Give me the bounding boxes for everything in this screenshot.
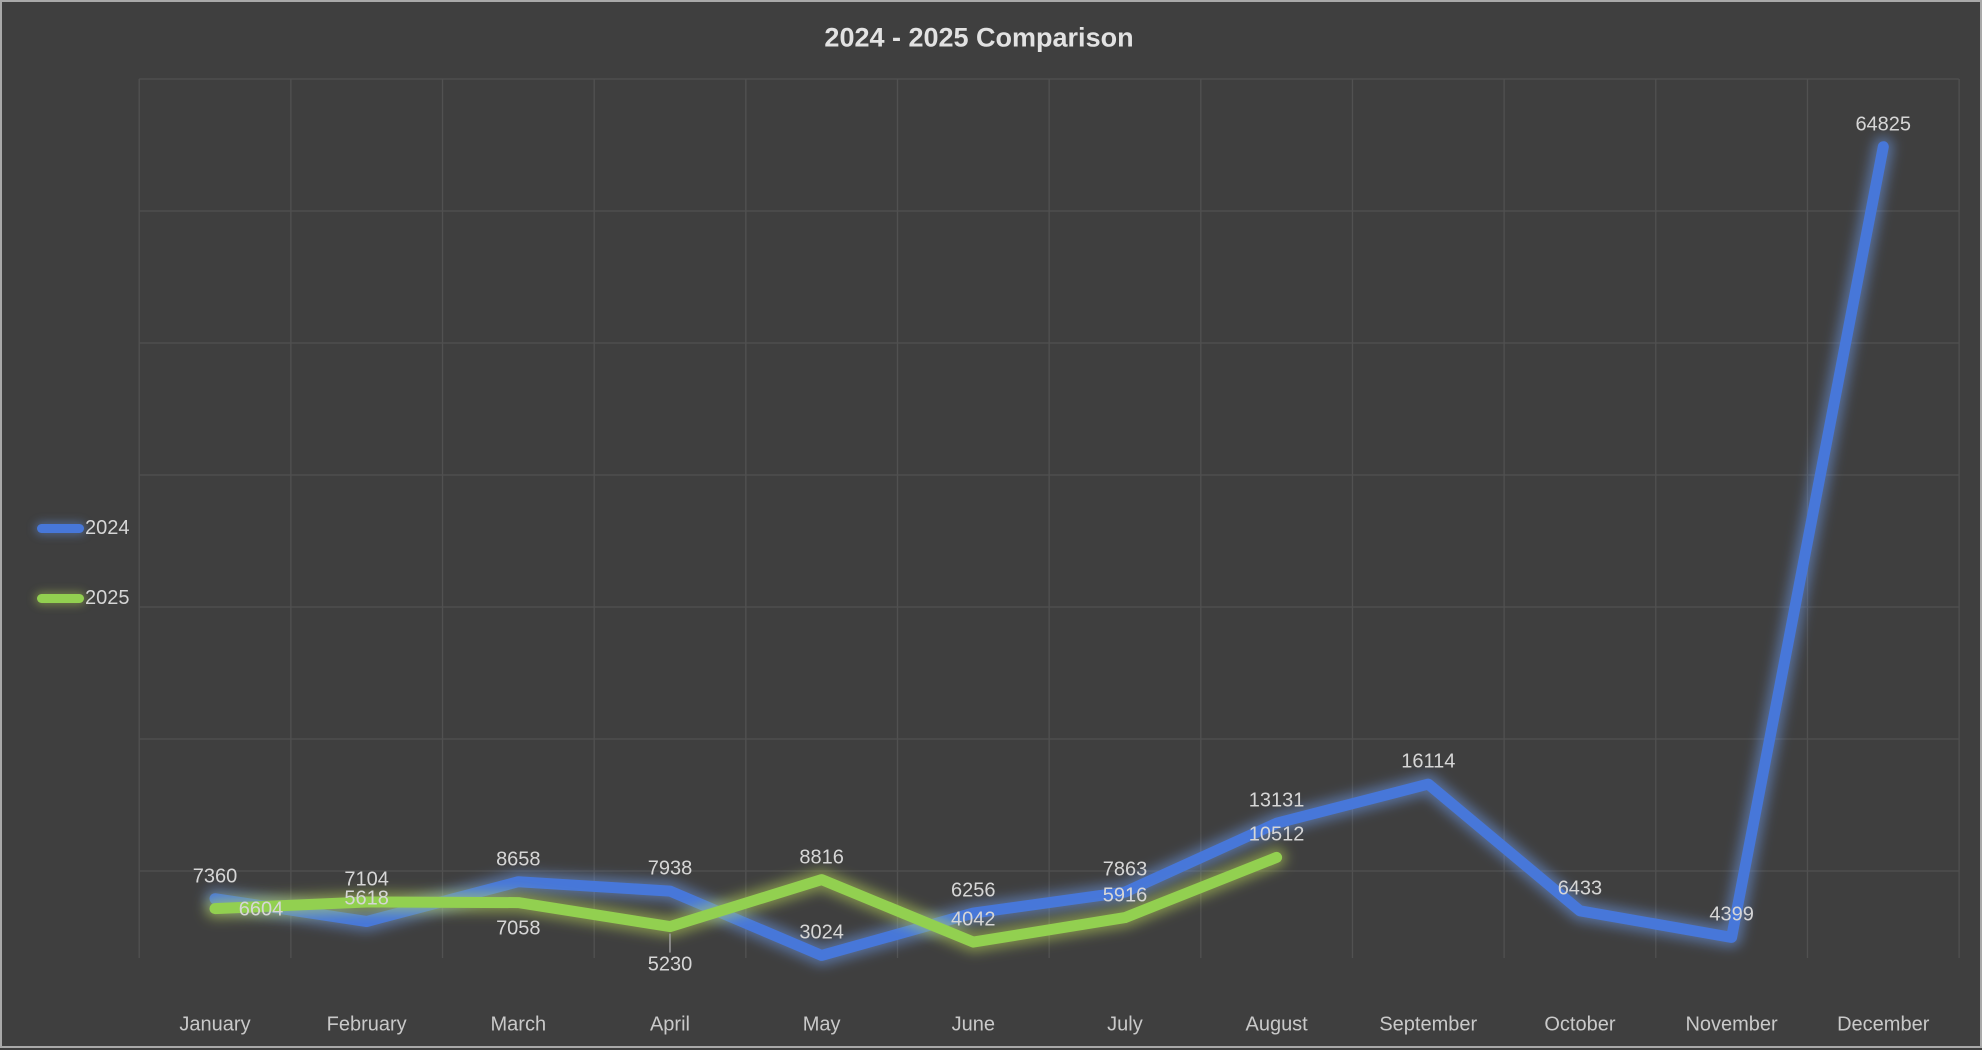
x-axis-label-november: November	[1685, 1013, 1778, 1036]
x-axis-label-april: April	[649, 1013, 690, 1036]
data-label-2024-june: 6256	[951, 879, 996, 902]
gridlines	[138, 78, 1960, 958]
data-label-2024-october: 6433	[1557, 877, 1603, 900]
data-label-2024-may: 3024	[799, 921, 844, 944]
x-axis-label-may: May	[802, 1013, 841, 1036]
series-2025-line[interactable]	[209, 851, 1283, 948]
data-label-2024-january: 7360	[192, 865, 238, 888]
legend-item-2025[interactable]: 2025	[37, 587, 130, 609]
x-axis-label-october: October	[1544, 1013, 1616, 1036]
x-axis-label-june: June	[951, 1013, 995, 1036]
data-label-2025-january: 6604	[238, 898, 284, 921]
data-label-2025-march: 7058	[496, 917, 541, 940]
data-label-2024-april: 7938	[647, 857, 693, 880]
series-2024-line[interactable]	[209, 141, 1889, 961]
x-axis-label-january: January	[179, 1013, 251, 1036]
x-axis-label-september: September	[1379, 1013, 1478, 1036]
data-label-2025-may: 8816	[799, 846, 844, 869]
data-label-2024-july: 7863	[1102, 858, 1148, 881]
data-label-2025-february: 7104	[344, 868, 389, 891]
data-label-2025-april: 5230	[647, 953, 693, 976]
legend-label-2025: 2025	[85, 587, 130, 609]
legend-swatch-2025	[37, 593, 84, 603]
data-label-2024-december: 64825	[1855, 113, 1912, 136]
legend-label-2024: 2024	[85, 517, 130, 539]
x-axis-label-february: February	[326, 1013, 407, 1036]
legend-item-2024[interactable]: 2024	[37, 517, 130, 539]
data-label-2024-november: 4399	[1709, 903, 1754, 926]
data-label-2025-july: 5916	[1102, 884, 1148, 907]
legend-swatch-2024	[37, 523, 84, 533]
data-label-2024-september: 16114	[1401, 750, 1456, 773]
x-axis-label-august: August	[1245, 1013, 1308, 1036]
data-label-2024-february: 5618	[344, 887, 389, 910]
data-label-2025-june: 4042	[951, 908, 996, 931]
data-label-2024-march: 8658	[496, 848, 541, 871]
x-axis-label-december: December	[1837, 1013, 1930, 1036]
x-axis-label-july: July	[1107, 1013, 1143, 1036]
data-label-2024-august: 13131	[1248, 789, 1305, 812]
x-axis-label-march: March	[490, 1013, 547, 1036]
chart-title: 2024 - 2025 Comparison	[824, 22, 1134, 53]
data-label-2025-august: 10512	[1248, 823, 1305, 846]
